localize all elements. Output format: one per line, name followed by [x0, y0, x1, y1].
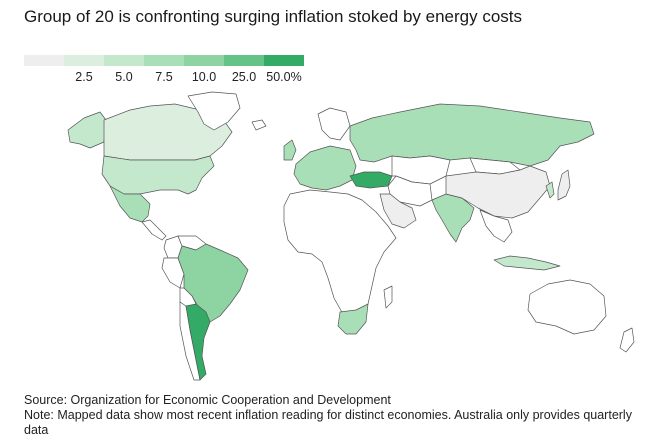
legend-swatch — [104, 55, 144, 66]
country-china — [445, 165, 551, 219]
country-scandinavia — [317, 107, 351, 141]
color-legend: 2.5 5.0 7.5 10.0 25.0 50.0% — [24, 55, 306, 87]
legend-swatch — [224, 55, 264, 66]
country-saudi-arabia — [379, 193, 417, 229]
legend-label: 10.0 — [191, 70, 217, 84]
country-indonesia — [493, 255, 561, 271]
legend-label: 2.5 — [75, 70, 93, 84]
country-argentina — [185, 303, 211, 381]
legend-swatch — [64, 55, 104, 66]
country-turkey — [349, 171, 393, 189]
country-africa — [283, 189, 397, 317]
country-russia — [349, 103, 595, 167]
legend-label: 5.0 — [115, 70, 133, 84]
country-central-asia — [391, 155, 451, 185]
country-australia — [527, 279, 607, 335]
legend-swatch — [144, 55, 184, 66]
country-madagascar — [383, 285, 393, 309]
source-note: Source: Organization for Economic Cooper… — [24, 393, 391, 407]
legend-swatch — [24, 55, 64, 66]
country-southeast-asia — [479, 209, 513, 243]
country-greenland — [187, 91, 241, 131]
legend-label: 25.0 — [231, 70, 257, 84]
country-mexico — [109, 185, 151, 223]
legend-label: 50.0% — [266, 70, 302, 84]
legend-swatch — [184, 55, 224, 66]
chart-title: Group of 20 is confronting surging infla… — [24, 7, 523, 26]
legend-swatch — [264, 55, 304, 66]
footer: Source: Organization for Economic Cooper… — [24, 393, 644, 438]
country-south-africa — [337, 303, 369, 335]
country-uk — [283, 139, 297, 161]
legend-label: 7.5 — [155, 70, 173, 84]
world-map-svg — [67, 91, 635, 381]
country-usa — [101, 155, 215, 195]
country-europe — [293, 145, 357, 191]
world-map — [0, 90, 656, 390]
country-alaska — [67, 111, 107, 149]
country-central-america — [141, 219, 167, 241]
country-korea — [545, 181, 555, 199]
country-iceland — [251, 119, 267, 131]
country-japan — [557, 169, 571, 201]
country-brazil — [177, 243, 249, 323]
data-note: Note: Mapped data show most recent infla… — [24, 408, 632, 437]
country-new-zealand — [619, 327, 635, 353]
